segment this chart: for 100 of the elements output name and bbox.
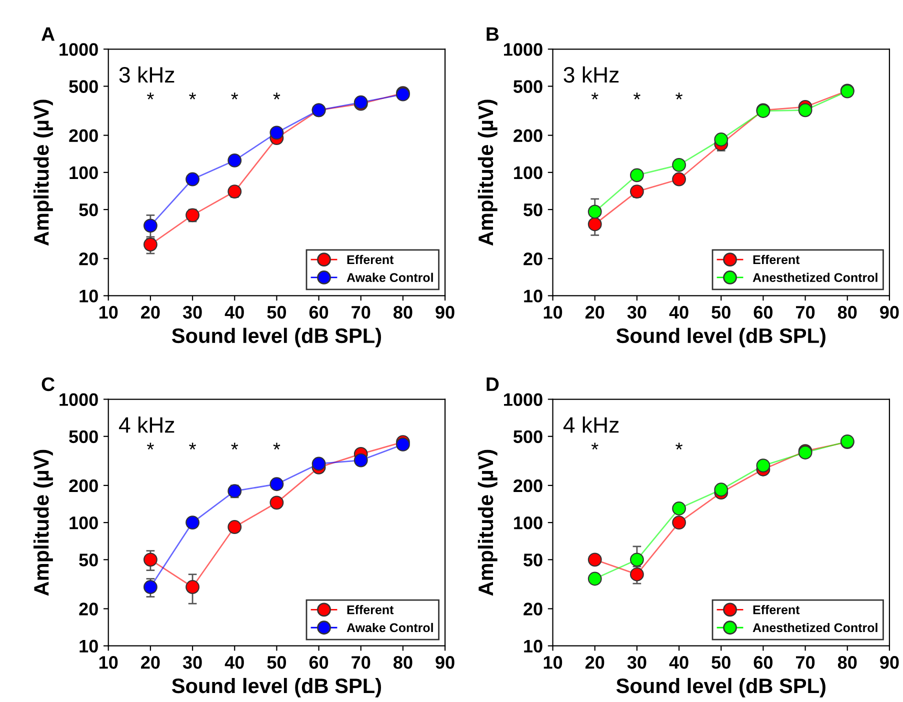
x-tick-label: 40 <box>224 306 244 319</box>
x-tick-label: 80 <box>838 306 857 319</box>
legend-label: Efferent <box>347 605 394 614</box>
y-tick-label: 500 <box>513 80 542 93</box>
chart-title: B <box>486 27 499 41</box>
x-axis-title: Sound level (dB SPL) <box>172 678 381 698</box>
y-tick-label: 100 <box>70 516 98 530</box>
point <box>143 552 158 567</box>
y-tick-label: 1000 <box>504 393 542 406</box>
annotation: * <box>189 442 196 450</box>
point <box>270 126 284 140</box>
x-tick-label: 80 <box>393 656 412 669</box>
x-tick-label: 10 <box>544 306 562 319</box>
y-tick-label: 500 <box>69 80 98 93</box>
x-tick-label: 60 <box>754 656 773 669</box>
point <box>672 172 686 186</box>
point <box>798 103 812 118</box>
point <box>714 132 728 146</box>
x-tick-label: 30 <box>182 306 202 319</box>
point <box>714 482 728 497</box>
x-tick-label: 30 <box>627 656 646 669</box>
point <box>186 580 200 594</box>
x-tick-label: 50 <box>267 656 286 669</box>
point <box>588 552 602 567</box>
annotation: * <box>273 92 280 100</box>
annotation: 3 kHz <box>119 66 174 83</box>
y-tick-label: 50 <box>524 203 542 216</box>
x-tick-label: 20 <box>585 656 604 669</box>
point <box>186 516 200 530</box>
x-tick-label: 20 <box>141 306 160 319</box>
annotation: * <box>231 92 238 100</box>
x-tick-label: 90 <box>436 656 454 669</box>
chart-title: D <box>486 378 499 391</box>
y-tick-label: 200 <box>69 479 98 492</box>
y-tick-label: 20 <box>524 602 542 616</box>
point <box>630 168 644 182</box>
y-tick-label: 1000 <box>60 393 98 406</box>
annotation: * <box>273 442 280 450</box>
x-tick-label: 50 <box>712 656 730 669</box>
y-tick-label: 200 <box>514 479 542 492</box>
x-tick-label: 70 <box>796 306 815 319</box>
point <box>312 456 326 471</box>
point <box>228 520 242 534</box>
chart-title: A <box>42 27 55 41</box>
y-tick-label: 50 <box>79 554 98 566</box>
point <box>270 496 284 510</box>
point <box>588 572 602 586</box>
point <box>672 158 686 172</box>
annotation: * <box>146 92 154 100</box>
y-axis-title: Amplitude (µV) <box>33 100 53 246</box>
y-tick-label: 50 <box>79 203 98 216</box>
y-tick-label: 200 <box>69 129 98 142</box>
x-tick-label: 40 <box>669 656 688 669</box>
x-axis-title: Sound level (dB SPL) <box>616 678 826 698</box>
point <box>630 567 644 582</box>
legend-label: Efferent <box>753 605 800 614</box>
point <box>143 218 158 233</box>
x-tick-label: 10 <box>544 656 562 669</box>
y-tick-label: 50 <box>524 554 542 566</box>
point <box>588 217 602 232</box>
point <box>228 184 242 198</box>
point <box>396 438 410 452</box>
y-axis-title: Amplitude (µV) <box>478 450 498 596</box>
y-axis-title: Amplitude (µV) <box>478 100 498 246</box>
y-tick-label: 1000 <box>504 43 542 56</box>
y-axis-title: Amplitude (µV) <box>33 450 53 596</box>
x-tick-label: 50 <box>712 306 730 319</box>
legend-label: Efferent <box>347 254 394 264</box>
annotation: * <box>633 92 640 100</box>
y-tick-label: 20 <box>524 252 542 266</box>
annotation: * <box>146 442 154 450</box>
x-tick-label: 60 <box>309 656 328 669</box>
y-tick-label: 100 <box>70 166 98 180</box>
annotation: * <box>231 442 238 450</box>
legend-label: Awake Control <box>346 622 433 632</box>
y-tick-label: 10 <box>80 640 98 653</box>
point <box>588 204 602 219</box>
x-tick-label: 30 <box>182 656 202 669</box>
x-tick-label: 40 <box>669 306 688 319</box>
x-axis-title: Sound level (dB SPL) <box>616 328 826 348</box>
x-tick-label: 60 <box>754 306 773 319</box>
annotation: * <box>591 92 598 100</box>
x-tick-label: 80 <box>838 656 857 669</box>
y-tick-label: 10 <box>524 640 542 653</box>
legend-label: Efferent <box>753 254 800 264</box>
chart-title: C <box>42 377 55 392</box>
point <box>228 484 242 498</box>
annotation: 4 kHz <box>118 416 174 433</box>
x-tick-label: 50 <box>267 306 286 319</box>
x-tick-label: 20 <box>141 656 160 669</box>
x-tick-label: 70 <box>352 306 370 319</box>
y-tick-label: 20 <box>79 252 98 266</box>
x-tick-label: 20 <box>585 306 604 319</box>
point <box>228 154 242 168</box>
x-tick-label: 40 <box>224 656 244 669</box>
x-tick-label: 70 <box>796 656 815 669</box>
point <box>630 552 644 567</box>
point <box>672 502 686 516</box>
x-tick-label: 30 <box>627 306 646 319</box>
point <box>143 580 158 594</box>
